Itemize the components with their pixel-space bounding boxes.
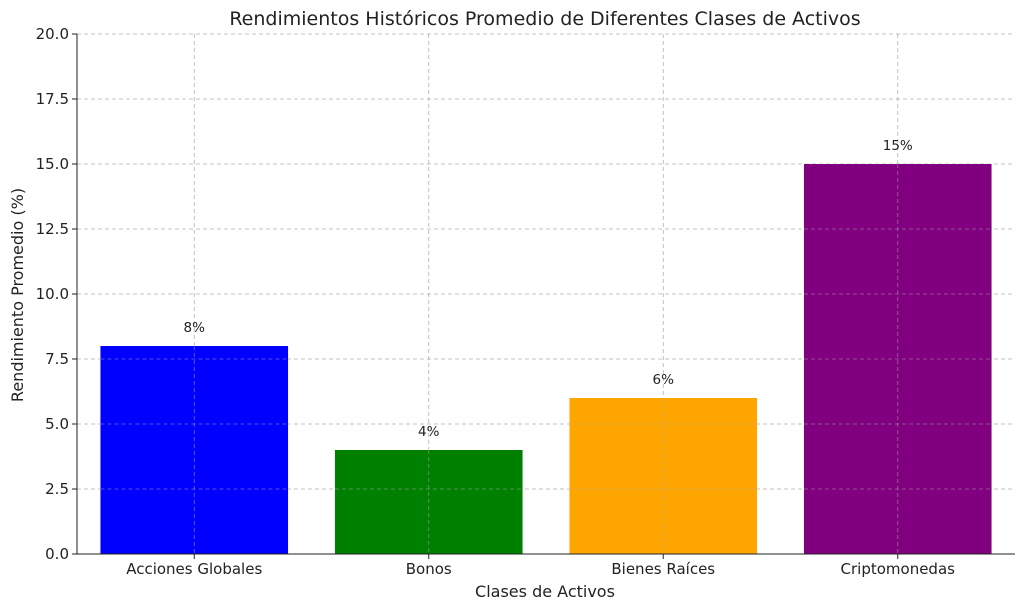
tick-labels: 0.0 2.5 5.0 7.5 10.0 12.5 15.0 17.5 20.0 Acciones… [36, 25, 956, 578]
bars [100, 164, 992, 554]
data-label-2: 4% [418, 424, 440, 440]
y-tick-label: 12.5 [36, 220, 69, 238]
x-tick-label: Acciones Globales [126, 560, 262, 578]
y-axis-label: Rendimiento Promedio (%) [8, 188, 27, 402]
y-tick-label: 17.5 [36, 90, 69, 108]
y-tick-label: 0.0 [45, 545, 69, 563]
data-labels: 8% 4% 6% 15% [184, 138, 913, 440]
y-tick-label: 5.0 [45, 415, 69, 433]
y-tick-label: 15.0 [36, 155, 69, 173]
bar-1 [100, 346, 289, 554]
x-tick-label: Bonos [406, 560, 452, 578]
axes [72, 33, 1015, 559]
x-axis-label: Clases de Activos [475, 582, 615, 601]
data-label-3: 6% [653, 372, 675, 388]
x-tick-label: Criptomonedas [841, 560, 956, 578]
y-tick-label: 20.0 [36, 25, 69, 43]
y-tick-label: 10.0 [36, 285, 69, 303]
x-tick-label: Bienes Raíces [611, 560, 715, 578]
chart-title: Rendimientos Históricos Promedio de Dife… [229, 8, 860, 30]
y-tick-label: 7.5 [45, 350, 69, 368]
y-tick-label: 2.5 [45, 480, 69, 498]
data-label-4: 15% [883, 138, 913, 154]
data-label-1: 8% [184, 320, 206, 336]
